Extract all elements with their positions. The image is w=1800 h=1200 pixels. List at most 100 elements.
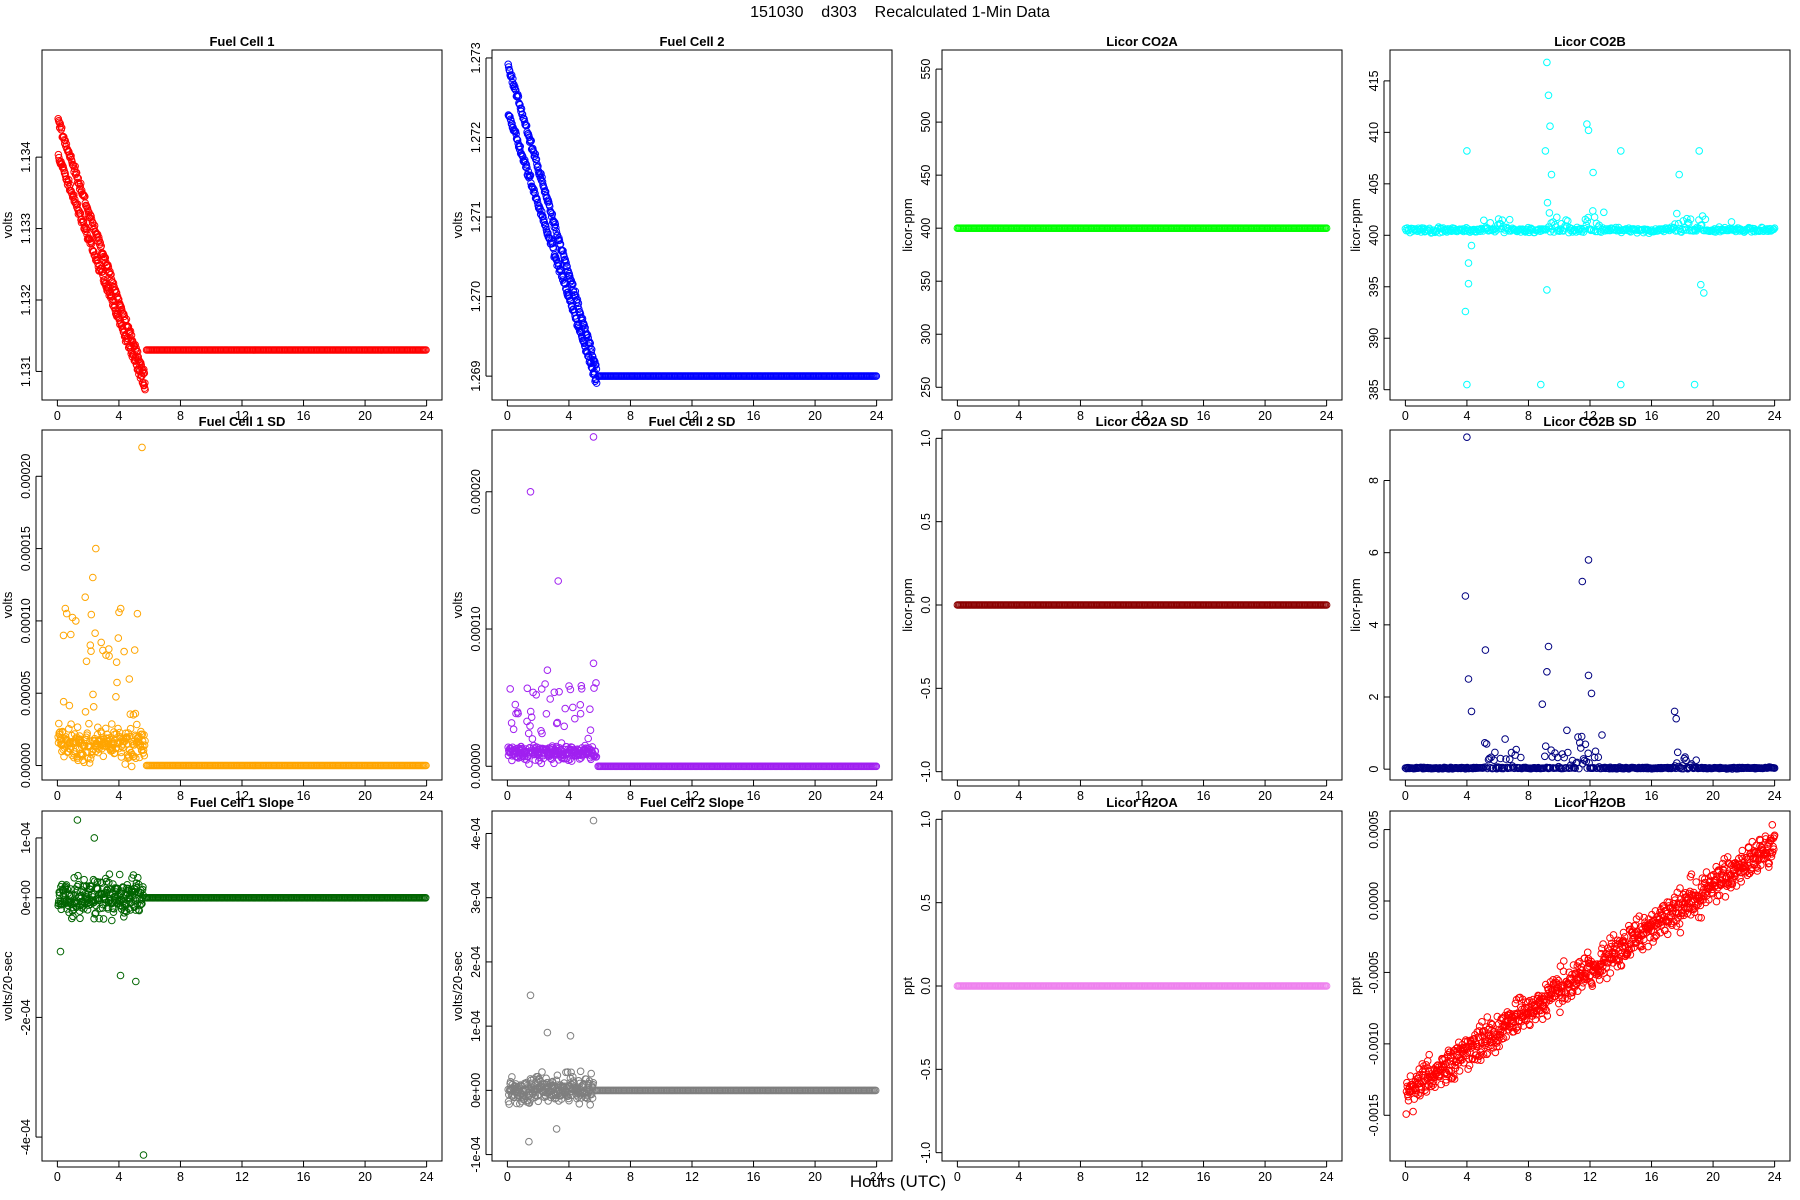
data-point [132, 754, 140, 763]
x-tick-label: 24 [1768, 789, 1782, 803]
data-point [538, 173, 546, 182]
y-tick-label: 1.0 [919, 430, 933, 447]
x-tick-label: 16 [297, 1170, 311, 1184]
panel-2: Fuel Cell 20 4 8 12 16 20 241.2691.2701.2711.2… [450, 34, 893, 423]
data-point [1587, 689, 1596, 698]
data-point [1695, 147, 1703, 155]
y-axis-label: licor-ppm [1348, 198, 1363, 251]
x-tick-label: 4 [1015, 789, 1022, 803]
data-point [1487, 225, 1495, 234]
x-tick-label: 8 [1077, 409, 1084, 423]
y-tick-label: 2e-04 [469, 946, 483, 978]
data-point [123, 881, 131, 889]
data-point [1769, 225, 1778, 234]
data-point [589, 433, 598, 441]
data-point [114, 724, 122, 733]
data-point [126, 327, 135, 336]
data-point [563, 262, 571, 271]
data-point [95, 914, 103, 923]
data-point [564, 756, 573, 765]
data-point [112, 693, 120, 701]
data-point [1566, 226, 1575, 235]
x-tick-label: 20 [808, 1170, 822, 1184]
data-point [589, 1079, 598, 1087]
plot-frame [41, 429, 443, 781]
data-point [552, 1076, 561, 1085]
data-point [521, 156, 529, 164]
data-point [1556, 764, 1565, 772]
data-point [117, 753, 126, 761]
data-point [591, 747, 600, 756]
data-point [422, 346, 430, 354]
data-point [552, 1125, 561, 1133]
data-point [542, 710, 551, 718]
data-point [506, 685, 515, 693]
data-point [92, 229, 101, 238]
data-point [1683, 214, 1691, 223]
data-series [54, 115, 430, 394]
data-point [115, 608, 123, 617]
y-axis-label: volts/20-sec [450, 951, 465, 1021]
data-point [126, 710, 135, 719]
y-tick-label: 0e+00 [469, 1073, 483, 1108]
data-point [127, 762, 136, 771]
data-point [577, 682, 586, 690]
data-point [1682, 756, 1690, 765]
y-tick-label: 0.00000 [469, 744, 483, 789]
data-point [554, 577, 563, 585]
data-point [1584, 671, 1593, 680]
data-point [571, 714, 579, 723]
data-point [553, 259, 562, 267]
data-point [1673, 209, 1681, 218]
data-point [586, 705, 594, 714]
data-point [104, 263, 113, 271]
figure-x-label: Hours (UTC) [850, 1172, 946, 1191]
data-point [1697, 280, 1705, 289]
data-point [73, 178, 82, 187]
panel-grid: Fuel Cell 10 4 8 12 16 20 241.1311.1321.1331.1… [0, 34, 1791, 1184]
data-point [524, 729, 533, 738]
data-point [109, 279, 118, 288]
data-point [99, 752, 108, 761]
data-point [1680, 754, 1688, 763]
data-point [1485, 754, 1494, 763]
data-point [79, 750, 87, 759]
panel-title: Licor H2OA [1106, 795, 1178, 810]
data-point [1510, 764, 1519, 773]
data-point [560, 722, 569, 731]
data-point [105, 645, 113, 653]
data-point [102, 651, 110, 659]
data-point [1463, 433, 1471, 442]
data-point [73, 173, 81, 182]
data-point [584, 734, 593, 743]
data-point [1584, 126, 1593, 135]
data-point [541, 680, 549, 688]
x-tick-label: 12 [235, 789, 249, 803]
data-point [133, 609, 142, 618]
data-point [525, 1137, 533, 1146]
data-point [1461, 307, 1470, 316]
data-point [1480, 216, 1488, 225]
y-tick-label: 0.5 [919, 513, 933, 530]
x-tick-label: 0 [54, 409, 61, 423]
data-point [1690, 380, 1699, 389]
data-point [141, 737, 149, 745]
x-tick-label: 12 [1135, 409, 1149, 423]
data-point [1322, 601, 1331, 609]
data-point [1589, 207, 1597, 215]
data-point [83, 748, 92, 757]
x-tick-label: 4 [1015, 409, 1022, 423]
data-point [1686, 215, 1695, 223]
data-point [94, 233, 103, 242]
panel-title: Fuel Cell 1 [209, 34, 274, 49]
data-point [521, 159, 530, 167]
data-point [565, 682, 573, 690]
panel-title: Licor CO2A SD [1096, 414, 1189, 429]
data-point [421, 894, 430, 902]
x-tick-label: 16 [747, 789, 761, 803]
data-point [81, 741, 89, 750]
data-point [85, 759, 94, 767]
x-tick-label: 0 [1402, 409, 1409, 423]
panel-title: Licor CO2A [1106, 34, 1178, 49]
